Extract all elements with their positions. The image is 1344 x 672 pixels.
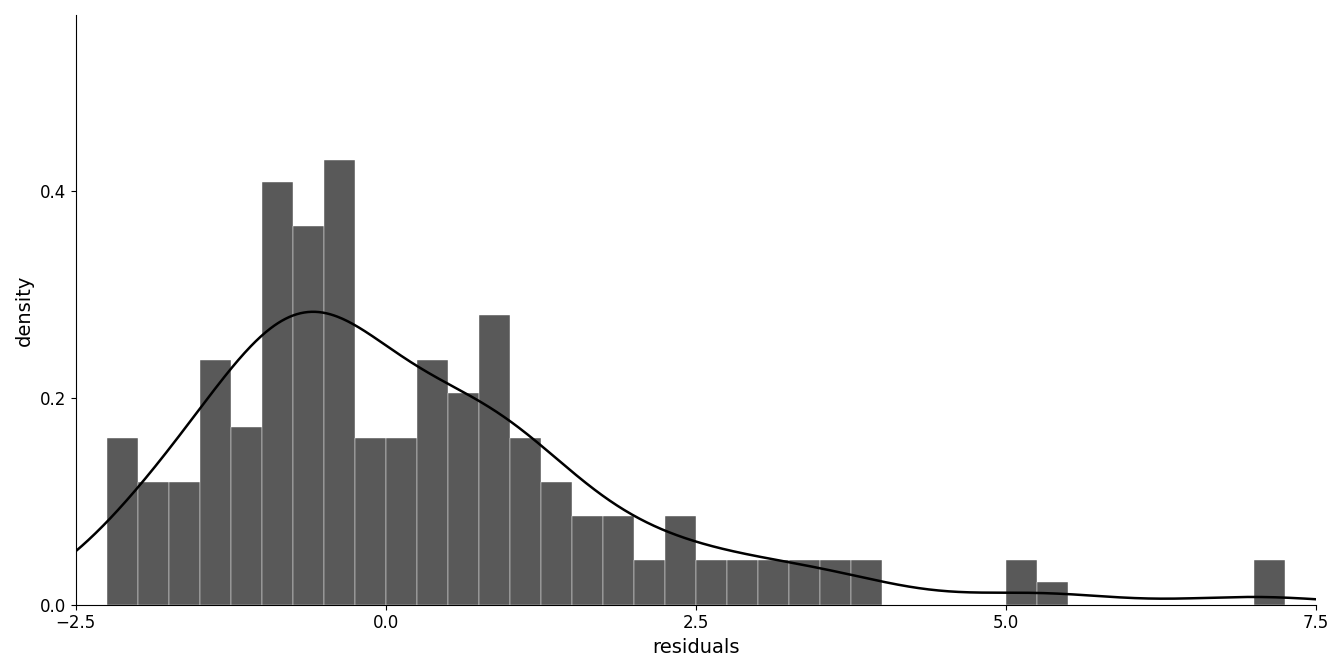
Bar xyxy=(665,515,696,605)
Bar xyxy=(634,560,665,605)
Bar xyxy=(231,427,262,605)
Bar xyxy=(448,393,478,605)
Bar xyxy=(1254,560,1285,605)
Bar xyxy=(324,160,355,605)
Bar xyxy=(758,560,789,605)
Bar xyxy=(727,560,758,605)
Bar xyxy=(478,315,509,605)
Bar xyxy=(200,360,231,605)
Bar xyxy=(851,560,882,605)
Bar xyxy=(789,560,820,605)
Bar xyxy=(696,560,727,605)
Bar xyxy=(1036,583,1068,605)
Bar xyxy=(820,560,851,605)
Bar xyxy=(509,438,540,605)
Bar xyxy=(386,438,417,605)
Bar xyxy=(293,226,324,605)
Bar xyxy=(106,438,137,605)
Bar xyxy=(1005,560,1036,605)
Bar xyxy=(571,515,602,605)
Bar xyxy=(262,182,293,605)
X-axis label: residuals: residuals xyxy=(652,638,739,657)
Bar xyxy=(602,515,634,605)
Bar xyxy=(168,482,200,605)
Bar xyxy=(355,438,386,605)
Y-axis label: density: density xyxy=(15,274,34,345)
Bar xyxy=(137,482,168,605)
Bar xyxy=(540,482,571,605)
Bar xyxy=(417,360,448,605)
